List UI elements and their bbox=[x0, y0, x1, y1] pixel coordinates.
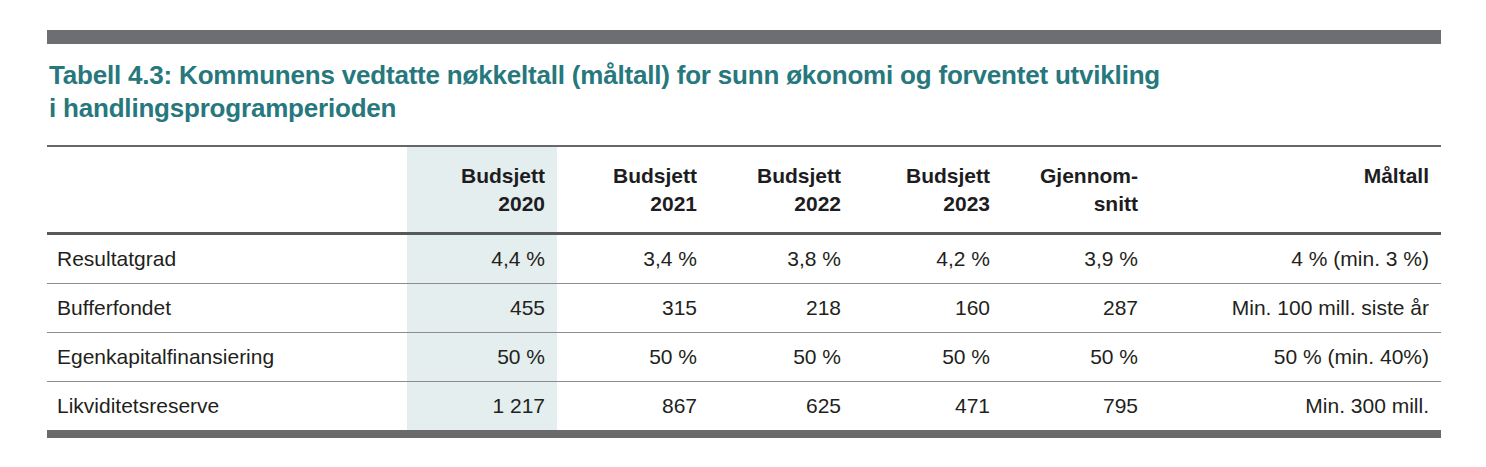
table-row: Resultatgrad4,4 %3,4 %3,8 %4,2 %3,9 %4 %… bbox=[47, 234, 1441, 284]
cell-budsjett-2022: 218 bbox=[709, 284, 853, 333]
cell-gjennomsnitt: 287 bbox=[1002, 284, 1150, 333]
column-header-maltall: Måltall bbox=[1150, 146, 1441, 234]
table-body: Resultatgrad4,4 %3,4 %3,8 %4,2 %3,9 %4 %… bbox=[47, 234, 1441, 431]
table-row: Egenkapitalfinansiering50 %50 %50 %50 %5… bbox=[47, 333, 1441, 382]
top-divider-bar bbox=[47, 30, 1441, 44]
cell-budsjett-2022: 625 bbox=[709, 382, 853, 431]
cell-budsjett-2020: 50 % bbox=[407, 333, 557, 382]
column-header-budsjett-2020: Budsjett2020 bbox=[407, 146, 557, 234]
header-row: Budsjett2020Budsjett2021Budsjett2022Buds… bbox=[47, 146, 1441, 234]
cell-budsjett-2020: 4,4 % bbox=[407, 234, 557, 284]
table-caption: Tabell 4.3: Kommunens vedtatte nøkkeltal… bbox=[49, 59, 1441, 125]
cell-budsjett-2020: 1 217 bbox=[407, 382, 557, 431]
cell-budsjett-2023: 471 bbox=[853, 382, 1002, 431]
column-header-budsjett-2022: Budsjett2022 bbox=[709, 146, 853, 234]
page: Tabell 4.3: Kommunens vedtatte nøkkeltal… bbox=[0, 0, 1486, 467]
cell-budsjett-2023: 4,2 % bbox=[853, 234, 1002, 284]
cell-budsjett-2020: 455 bbox=[407, 284, 557, 333]
cell-gjennomsnitt: 3,9 % bbox=[1002, 234, 1150, 284]
cell-budsjett-2021: 867 bbox=[557, 382, 709, 431]
cell-gjennomsnitt: 795 bbox=[1002, 382, 1150, 431]
cell-gjennomsnitt: 50 % bbox=[1002, 333, 1150, 382]
column-header-row-label bbox=[47, 146, 407, 234]
column-header-gjennomsnitt: Gjennom-snitt bbox=[1002, 146, 1150, 234]
cell-maltall: 50 % (min. 40%) bbox=[1150, 333, 1441, 382]
cell-budsjett-2021: 315 bbox=[557, 284, 709, 333]
row-label: Resultatgrad bbox=[47, 234, 407, 284]
table-row: Likviditetsreserve1 217867625471795Min. … bbox=[47, 382, 1441, 431]
row-label: Likviditetsreserve bbox=[47, 382, 407, 431]
cell-budsjett-2022: 3,8 % bbox=[709, 234, 853, 284]
cell-budsjett-2021: 3,4 % bbox=[557, 234, 709, 284]
cell-budsjett-2023: 160 bbox=[853, 284, 1002, 333]
column-header-budsjett-2023: Budsjett2023 bbox=[853, 146, 1002, 234]
bottom-divider-bar bbox=[47, 430, 1441, 438]
row-label: Bufferfondet bbox=[47, 284, 407, 333]
column-header-budsjett-2021: Budsjett2021 bbox=[557, 146, 709, 234]
row-label: Egenkapitalfinansiering bbox=[47, 333, 407, 382]
table-caption-line-2: i handlingsprogramperioden bbox=[49, 92, 1441, 125]
cell-maltall: Min. 300 mill. bbox=[1150, 382, 1441, 431]
table-caption-line-1: Tabell 4.3: Kommunens vedtatte nøkkeltal… bbox=[49, 59, 1441, 92]
cell-budsjett-2023: 50 % bbox=[853, 333, 1002, 382]
kpi-table: Budsjett2020Budsjett2021Budsjett2022Buds… bbox=[47, 145, 1441, 430]
cell-maltall: 4 % (min. 3 %) bbox=[1150, 234, 1441, 284]
cell-budsjett-2022: 50 % bbox=[709, 333, 853, 382]
cell-maltall: Min. 100 mill. siste år bbox=[1150, 284, 1441, 333]
table-row: Bufferfondet455315218160287Min. 100 mill… bbox=[47, 284, 1441, 333]
cell-budsjett-2021: 50 % bbox=[557, 333, 709, 382]
